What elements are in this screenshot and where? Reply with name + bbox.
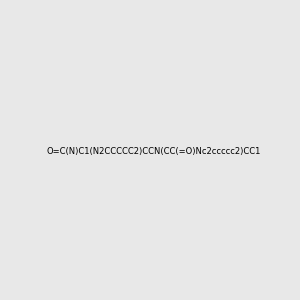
- Text: O=C(N)C1(N2CCCCC2)CCN(CC(=O)Nc2ccccc2)CC1: O=C(N)C1(N2CCCCC2)CCN(CC(=O)Nc2ccccc2)CC…: [46, 147, 261, 156]
